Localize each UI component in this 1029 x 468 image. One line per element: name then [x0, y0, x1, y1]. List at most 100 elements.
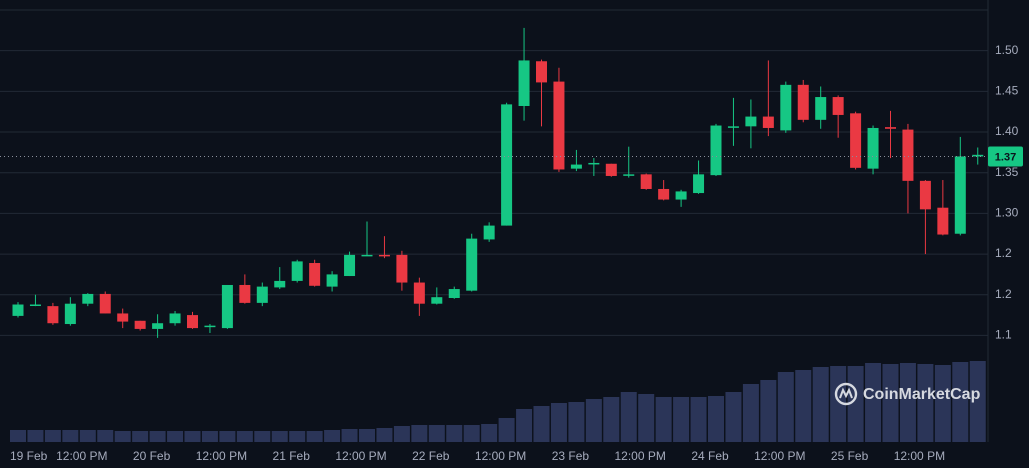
y-tick-label: 1.1 — [995, 328, 1012, 342]
volume-bar — [917, 364, 934, 442]
candle-body — [134, 320, 146, 329]
candle-body — [378, 254, 390, 257]
candle-body — [256, 286, 268, 303]
volume-bar — [446, 425, 463, 442]
candle-body — [483, 225, 495, 240]
volume-bar — [219, 431, 236, 442]
volume-bar — [795, 370, 812, 442]
volume-bar — [969, 361, 986, 442]
candle-body — [152, 323, 164, 329]
volume-bar — [393, 426, 410, 442]
candle-body — [309, 263, 321, 286]
volume-bar — [934, 365, 951, 442]
volume-bar — [289, 431, 306, 442]
x-tick-label: 19 Feb — [10, 449, 48, 463]
x-tick-label: 22 Feb — [412, 449, 450, 463]
candle-body — [536, 61, 547, 83]
candle-body — [553, 81, 565, 170]
volume-bar — [708, 396, 724, 442]
volume-bar — [167, 431, 184, 442]
candle-body — [954, 156, 966, 234]
x-tick-label: 12:00 PM — [754, 449, 805, 463]
x-tick-label: 12:00 PM — [196, 449, 247, 463]
candle-body — [204, 325, 216, 328]
volume-bar — [725, 392, 742, 442]
candle-body — [82, 293, 94, 304]
current-price-label: 1.37 — [995, 151, 1016, 163]
volume-bar — [812, 367, 829, 442]
volume-bar — [79, 430, 96, 442]
candle-body — [291, 261, 303, 281]
watermark: CoinMarketCap — [834, 382, 981, 406]
candle-body — [797, 84, 809, 120]
volume-bar — [516, 409, 533, 442]
candle-body — [570, 164, 582, 169]
candle-body — [675, 191, 687, 200]
x-tick-label: 12:00 PM — [475, 449, 526, 463]
candle-body — [693, 174, 705, 194]
x-tick-label: 21 Feb — [273, 449, 311, 463]
volume-bar — [201, 431, 218, 442]
candle-body — [326, 274, 338, 287]
volume-bar — [341, 429, 358, 442]
volume-bar — [62, 430, 79, 442]
volume-bar — [10, 430, 26, 442]
candle-body — [588, 162, 600, 165]
candle-body — [344, 254, 356, 277]
candle-body — [658, 188, 670, 200]
volume-bar — [865, 363, 882, 442]
x-tick-label: 20 Feb — [133, 449, 171, 463]
volume-bar — [114, 431, 131, 442]
volume-bar — [568, 402, 585, 442]
candle-body — [937, 207, 949, 235]
candle-body — [221, 284, 233, 329]
candle-body — [64, 303, 76, 325]
candle-body — [47, 306, 59, 324]
x-tick-label: 12:00 PM — [56, 449, 107, 463]
volume-bar — [324, 430, 341, 442]
volume-bar — [585, 399, 602, 442]
volume-bar — [376, 428, 393, 442]
volume-bar — [184, 431, 201, 442]
x-tick-label: 24 Feb — [691, 449, 729, 463]
volume-bar — [306, 431, 323, 442]
volume-bar — [97, 430, 114, 442]
candle-body — [762, 116, 774, 128]
watermark-logo — [834, 382, 858, 406]
candle-body — [623, 174, 635, 176]
candle-body — [466, 238, 478, 291]
candle-body — [850, 113, 862, 168]
x-tick-label: 12:00 PM — [615, 449, 666, 463]
volume-bar — [27, 430, 44, 442]
volume-bar — [620, 392, 637, 442]
candle-body — [448, 289, 460, 298]
candle-body — [815, 97, 827, 120]
candle-body — [396, 254, 408, 283]
y-tick-label: 1.45 — [995, 84, 1019, 98]
volume-bar — [899, 363, 916, 442]
volume-bar — [428, 425, 445, 442]
candle-body — [885, 127, 896, 129]
volume-bar — [149, 431, 166, 442]
y-tick-label: 1.50 — [995, 43, 1019, 57]
candle-body — [919, 180, 931, 210]
candle-body — [727, 126, 739, 128]
y-tick-label: 1.35 — [995, 165, 1019, 179]
candle-body — [169, 313, 181, 324]
candle-body — [501, 104, 513, 226]
volume-bar — [254, 431, 271, 442]
candle-body — [867, 127, 879, 169]
current-price-box — [988, 146, 1023, 167]
volume-bar — [550, 403, 567, 442]
volume-bar — [882, 364, 899, 442]
volume-bar — [498, 418, 515, 442]
volume-bar — [359, 429, 375, 442]
candle-body — [518, 60, 530, 106]
candle-body — [832, 97, 844, 115]
candle-body — [745, 116, 757, 127]
x-tick-label: 25 Feb — [831, 449, 869, 463]
volume-bar — [655, 397, 672, 442]
candle-body — [605, 163, 617, 176]
